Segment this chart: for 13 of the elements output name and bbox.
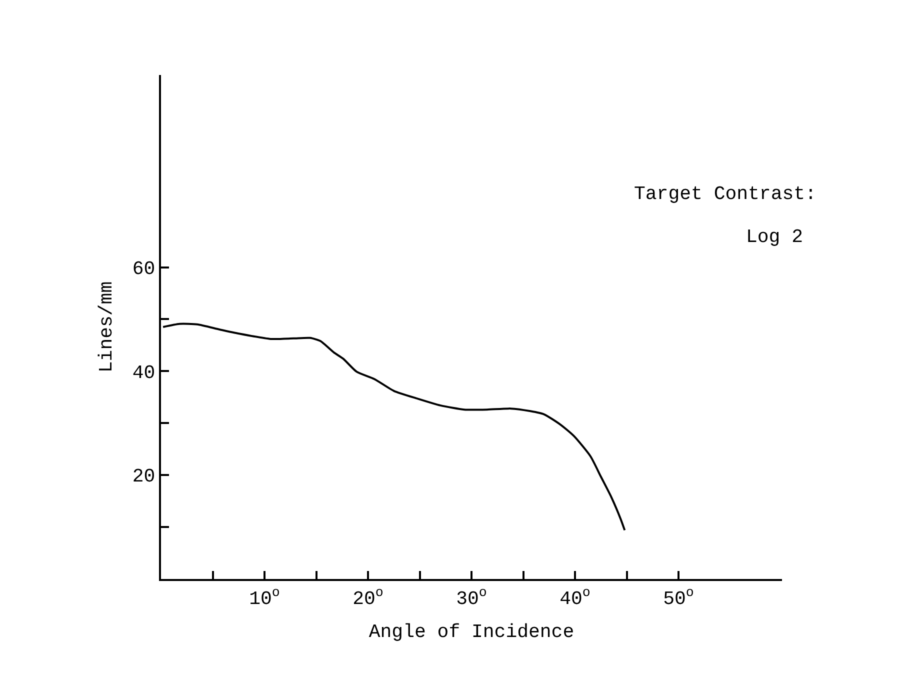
x-tick-label: 10$^{o}$ — [249, 584, 280, 610]
annotation: Log 2 — [746, 226, 804, 248]
line-series — [162, 322, 626, 532]
annotation: Target Contrast: — [634, 183, 816, 205]
x-tick-label: 20$^{o}$ — [352, 584, 384, 610]
x-tick-label: 30$^{o}$ — [456, 584, 487, 610]
x-tick-label: 40$^{o}$ — [560, 584, 590, 610]
x-axis-title: Angle of Incidence — [368, 621, 574, 644]
y-tick-label: 20 — [132, 466, 156, 488]
x-tick-label: 50$^{o}$ — [663, 584, 694, 610]
y-tick-label: 60 — [132, 258, 156, 280]
y-tick-label: 40 — [132, 362, 156, 384]
y-axis-title: Lines/mm — [96, 281, 118, 373]
